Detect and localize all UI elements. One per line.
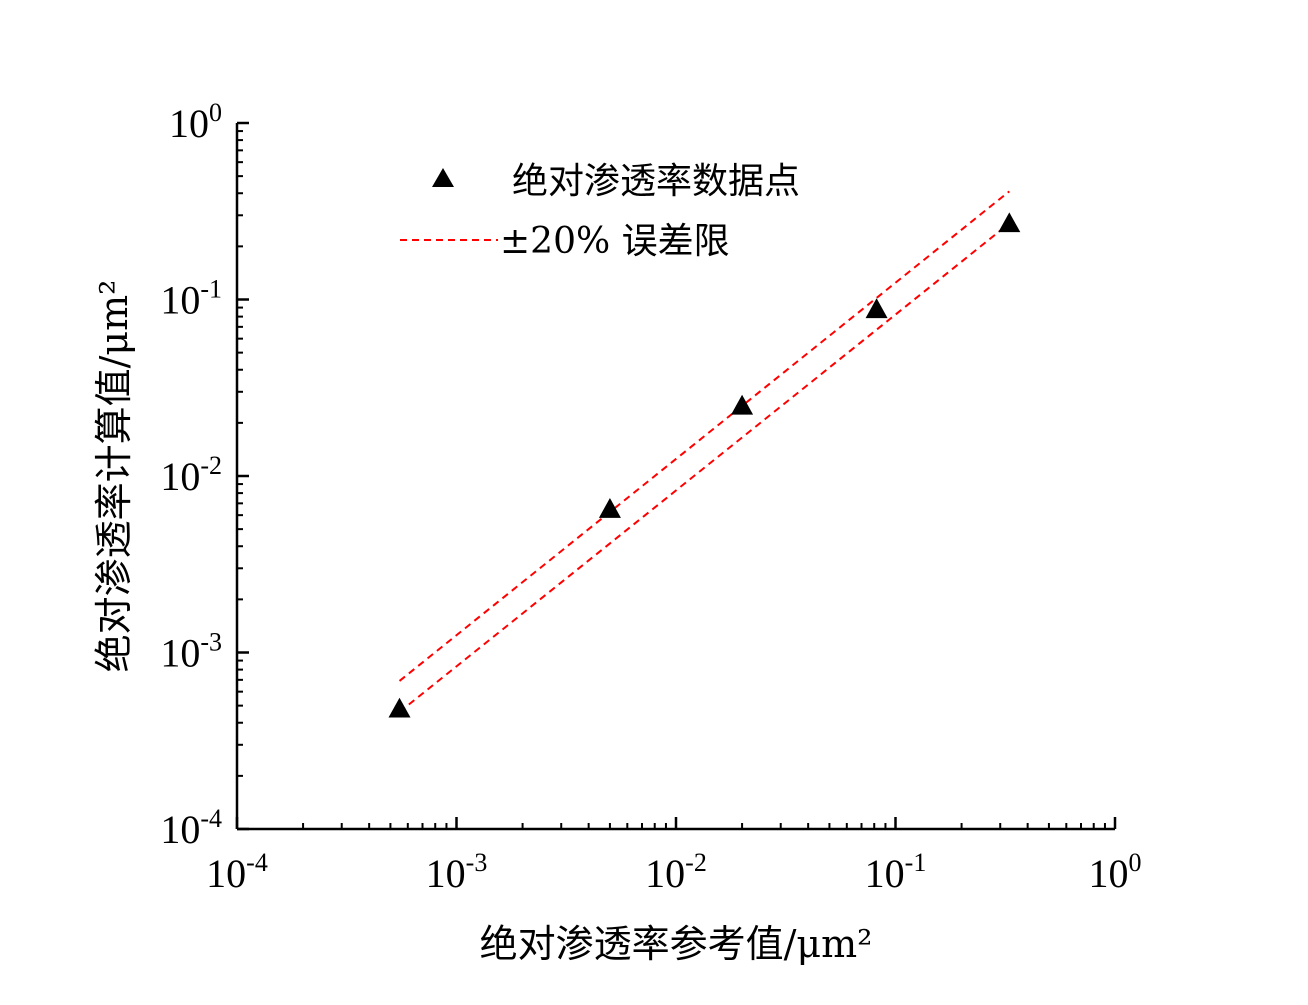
- data-point-triangle: [731, 394, 754, 415]
- x-ticks: 10-4 10-3 10-2 10-1 100: [206, 817, 1142, 896]
- x-tick-label: 10-3: [426, 848, 488, 896]
- y-tick-label: 10-3: [160, 628, 222, 676]
- y-tick-label: 100: [169, 98, 222, 146]
- legend-label-points: 绝对渗透率数据点: [512, 161, 800, 202]
- y-tick-label: 10-2: [160, 451, 222, 499]
- error-band-lines: [398, 190, 1010, 713]
- y-tick-label: 10-1: [160, 275, 222, 323]
- legend: 绝对渗透率数据点 ±20% 误差限: [400, 161, 800, 262]
- legend-marker-triangle: [432, 168, 454, 187]
- axes: 10-4 10-3 10-2 10-1 100 10-4 10-3 10-2 10-1 100: [160, 98, 1141, 896]
- error-limit-line: [398, 222, 1010, 713]
- y-axis-title: 绝对渗透率计算值/μm²: [92, 280, 136, 673]
- error-limit-line: [398, 190, 1010, 682]
- y-tick-label: 10-4: [160, 804, 222, 852]
- data-point-triangle: [598, 498, 621, 518]
- data-points: [388, 212, 1021, 718]
- x-axis-title: 绝对渗透率参考值/μm²: [480, 922, 873, 966]
- data-point-triangle: [388, 697, 411, 718]
- data-point-triangle: [865, 298, 888, 319]
- x-tick-label: 10-4: [206, 848, 268, 896]
- x-tick-label: 10-2: [645, 848, 707, 896]
- x-tick-label: 10-1: [865, 848, 927, 896]
- data-point-triangle: [998, 212, 1021, 233]
- x-tick-label: 100: [1089, 848, 1142, 896]
- legend-label-error: ±20% 误差限: [500, 221, 730, 262]
- y-ticks: 10-4 10-3 10-2 10-1 100: [160, 98, 249, 852]
